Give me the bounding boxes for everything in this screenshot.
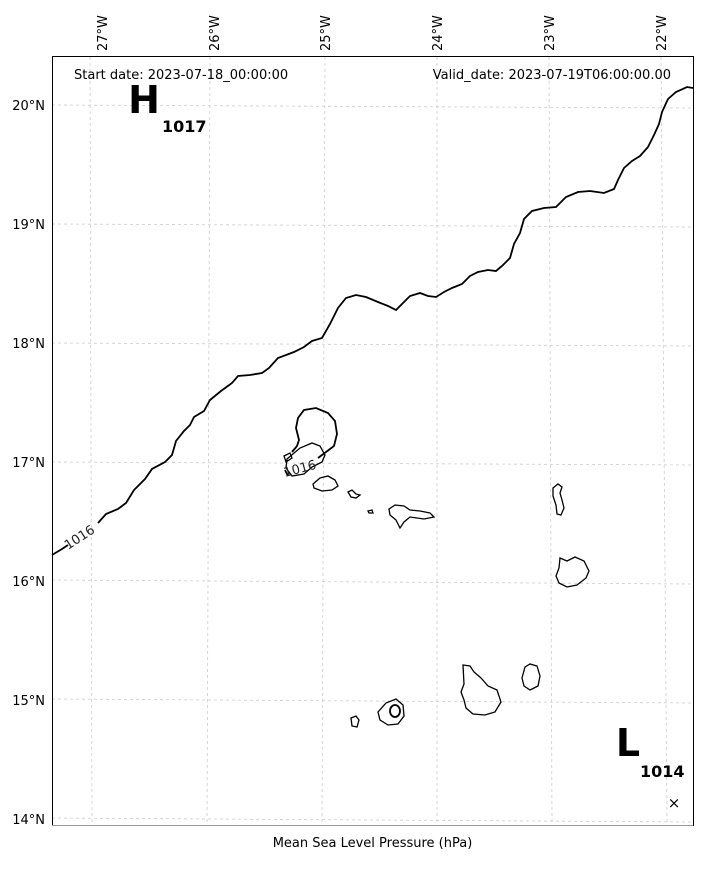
lat-label-19n: 19°N	[12, 218, 45, 233]
meridian-22w	[660, 56, 668, 827]
island-santo-antao-tip	[283, 452, 293, 464]
lon-tick-labels: 27°W 26°W 25°W 24°W 23°W 22°W	[96, 15, 670, 51]
lon-label-27w: 27°W	[96, 15, 111, 51]
parallel-19n	[51, 223, 694, 228]
map-xlabel: Mean Sea Level Pressure (hPa)	[272, 836, 473, 851]
lat-label-16n: 16°N	[12, 575, 45, 590]
meridian-26w	[206, 56, 211, 827]
low-pressure-symbol: L	[616, 721, 640, 765]
isobar-1016-main	[51, 86, 694, 556]
meridian-25w	[321, 56, 326, 827]
parallel-17n	[51, 461, 694, 466]
island-sao-nicolau	[388, 504, 436, 530]
map-frame	[52, 56, 694, 826]
island-fogo	[377, 698, 405, 726]
meridian-27w	[89, 56, 93, 827]
parallel-20n	[51, 104, 694, 109]
isobar-label-1016-a: 1016	[62, 523, 98, 554]
lon-label-26w: 26°W	[208, 15, 223, 51]
island-maio	[521, 663, 541, 691]
lon-label-22w: 22°W	[655, 15, 670, 51]
parallel-15n	[51, 698, 694, 704]
parallel-16n	[51, 579, 694, 585]
coastlines	[283, 442, 590, 728]
graticule	[51, 56, 694, 827]
lon-label-25w: 25°W	[319, 15, 334, 51]
lat-label-15n: 15°N	[12, 694, 45, 709]
high-pressure-value: 1017	[162, 117, 207, 136]
lat-label-14n: 14°N	[12, 813, 45, 828]
isobar-1016-loop	[284, 407, 338, 477]
island-boa-vista	[555, 556, 590, 588]
low-pressure-marker-icon: ×	[668, 794, 681, 812]
island-raso	[367, 509, 374, 514]
island-santa-luzia	[347, 489, 362, 499]
valid-date-text: Valid_date: 2023-07-19T06:00:00.00	[433, 68, 671, 83]
isobars	[51, 86, 694, 718]
low-pressure-value: 1014	[640, 762, 685, 781]
lat-tick-labels: 20°N 19°N 18°N 17°N 16°N 15°N 14°N	[12, 99, 45, 828]
parallel-18n	[51, 342, 694, 347]
meridian-23w	[548, 56, 553, 827]
island-sao-vicente	[312, 475, 339, 492]
start-date-text: Start date: 2023-07-18_00:00:00	[74, 68, 288, 83]
isobar-fogo-small	[389, 704, 401, 718]
lat-label-20n: 20°N	[12, 99, 45, 114]
island-brava	[350, 715, 360, 728]
lat-label-18n: 18°N	[12, 337, 45, 352]
island-santiago	[460, 664, 502, 716]
lon-label-23w: 23°W	[543, 15, 558, 51]
high-pressure-symbol: H	[128, 78, 160, 122]
island-santo-antao	[285, 442, 326, 477]
lat-label-17n: 17°N	[12, 456, 45, 471]
parallel-14n	[51, 817, 694, 823]
lon-label-24w: 24°W	[431, 15, 446, 51]
island-sal	[552, 483, 565, 516]
